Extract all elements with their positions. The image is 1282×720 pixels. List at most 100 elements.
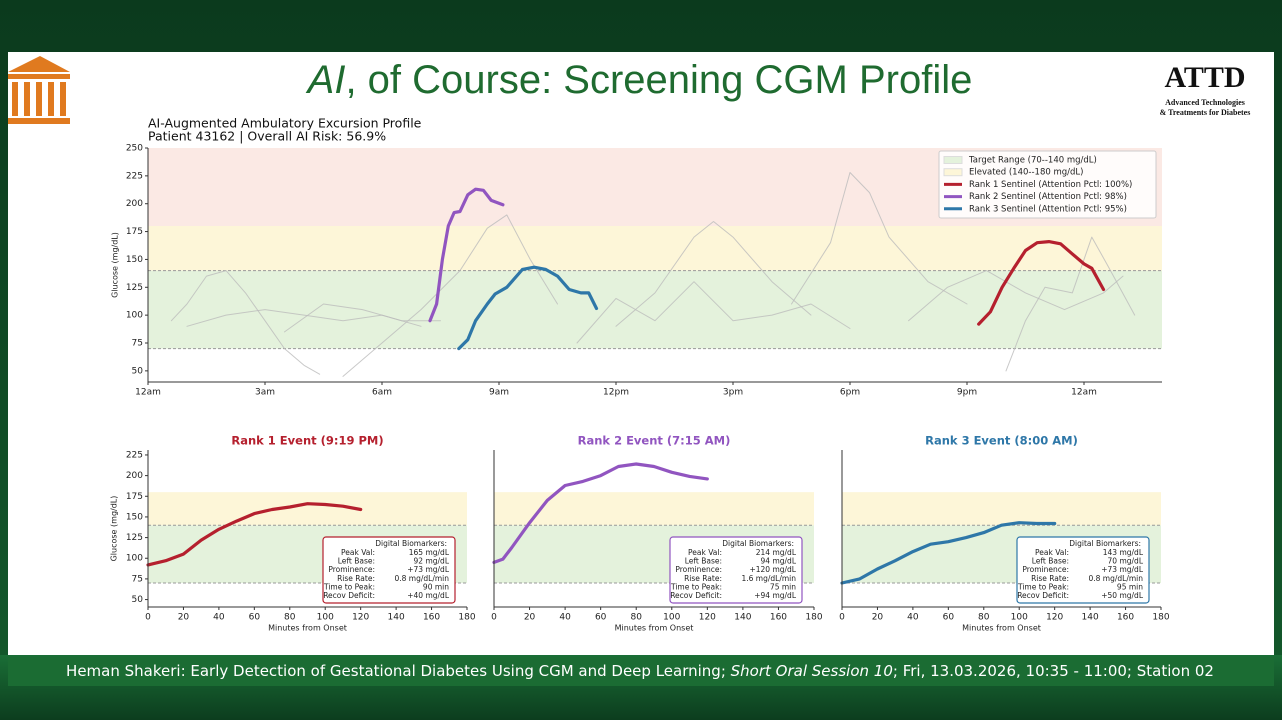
biomarker-title: Digital Biomarkers: <box>375 539 447 548</box>
biomarker-label: Rise Rate: <box>337 574 375 583</box>
slide-title: AI, of Course: Screening CGM Profile <box>306 58 973 102</box>
x-tick-label: 0 <box>839 613 845 623</box>
legend-label: Rank 1 Sentinel (Attention Pctl: 100%) <box>969 180 1132 190</box>
biomarker-value: +73 mg/dL <box>1101 565 1144 574</box>
legend-label: Rank 3 Sentinel (Attention Pctl: 95%) <box>969 204 1127 214</box>
biomarker-value: 75 min <box>770 582 796 591</box>
chart-subtitle: Patient 43162 | Overall AI Risk: 56.9% <box>148 129 386 144</box>
legend-label: Rank 2 Sentinel (Attention Pctl: 98%) <box>969 192 1127 202</box>
biomarker-label: Rise Rate: <box>684 574 722 583</box>
biomarker-label: Recov Deficit: <box>323 591 375 600</box>
legend-label: Target Range (70--140 mg/dL) <box>968 156 1097 166</box>
x-tick-label: 60 <box>595 613 607 623</box>
x-tick-label: 140 <box>1082 613 1099 623</box>
x-tick-label: 60 <box>943 613 955 623</box>
x-tick-label: 80 <box>630 613 642 623</box>
biomarker-box <box>322 536 456 604</box>
biomarker-label: Recov Deficit: <box>1017 591 1069 600</box>
x-tick-label: 120 <box>1046 613 1063 623</box>
biomarker-label: Time to Peak: <box>670 582 722 591</box>
biomarker-value: 95 min <box>1117 582 1143 591</box>
legend: Target Range (70--140 mg/dL) Elevated (14… <box>938 150 1157 219</box>
x-tick-label: 160 <box>770 613 787 623</box>
x-tick-label: 12am <box>1071 388 1097 398</box>
background-trace <box>576 281 851 344</box>
background-trace <box>284 303 441 333</box>
x-tick-label: 140 <box>734 613 751 623</box>
biomarker-value: +73 mg/dL <box>407 565 450 574</box>
footer-part: ; Fri, 13.03.2026, 10:35 - 11:00; Statio… <box>893 662 1214 680</box>
highlight-line <box>428 187 505 323</box>
slide-title-part: AI <box>306 58 346 102</box>
x-tick-label: 40 <box>559 613 571 623</box>
x-tick-label: 80 <box>284 613 296 623</box>
biomarker-title: Digital Biomarkers: <box>722 539 794 548</box>
biomarker-label: Peak Val: <box>341 548 375 557</box>
biomarker-value: +40 mg/dL <box>407 591 450 600</box>
background-trace <box>170 270 321 375</box>
x-axis-label: Minutes from Onset <box>962 624 1041 633</box>
legend-swatch <box>943 156 963 164</box>
x-tick-label: 160 <box>423 613 440 623</box>
event-line <box>840 521 1057 585</box>
x-tick-label: 0 <box>491 613 497 623</box>
logo-line: Advanced Technologies <box>1165 98 1245 107</box>
biomarker-label: Prominence: <box>1022 565 1069 574</box>
event-line <box>492 462 709 564</box>
y-tick-label: 50 <box>132 595 144 605</box>
chart-title: Rank 1 Event (9:19 PM) <box>231 434 383 448</box>
x-axis-label: Minutes from Onset <box>268 624 347 633</box>
biomarker-value: +120 mg/dL <box>749 565 796 574</box>
biomarker-label: Peak Val: <box>1035 548 1069 557</box>
range-band <box>148 226 1162 271</box>
x-tick-label: 20 <box>872 613 884 623</box>
biomarker-value: 214 mg/dL <box>756 548 797 557</box>
biomarker-value: 143 mg/dL <box>1103 548 1144 557</box>
chart-title: AI-Augmented Ambulatory Excursion Profil… <box>148 116 422 131</box>
legend-box <box>938 150 1157 219</box>
range-band <box>148 270 1162 349</box>
range-band <box>148 492 467 526</box>
biomarker-value: 0.8 mg/dL/min <box>1088 574 1143 583</box>
x-tick-label: 12pm <box>603 388 629 398</box>
y-tick-label: 125 <box>126 283 143 293</box>
footer-text: Heman Shakeri: Early Detection of Gestat… <box>66 662 1214 680</box>
x-tick-label: 6pm <box>840 388 860 398</box>
biomarker-value: 165 mg/dL <box>409 548 450 557</box>
biomarker-label: Prominence: <box>675 565 722 574</box>
x-tick-label: 40 <box>213 613 225 623</box>
biomarker-label: Time to Peak: <box>1017 582 1069 591</box>
x-tick-label: 140 <box>388 613 405 623</box>
x-tick-label: 180 <box>805 613 822 623</box>
x-tick-label: 100 <box>317 613 334 623</box>
biomarker-label: Left Base: <box>685 557 722 566</box>
y-tick-label: 225 <box>126 171 143 181</box>
y-tick-label: 75 <box>132 574 143 584</box>
biomarker-value: 94 mg/dL <box>761 557 797 566</box>
biomarker-label: Prominence: <box>328 565 375 574</box>
background-trace <box>342 214 558 377</box>
biomarker-value: 0.8 mg/dL/min <box>394 574 449 583</box>
x-tick-label: 120 <box>699 613 716 623</box>
logo-name: ATTD <box>1164 61 1245 94</box>
venue-logo <box>8 56 70 124</box>
x-tick-label: 12am <box>135 388 161 398</box>
x-tick-label: 9am <box>489 388 509 398</box>
y-tick-label: 175 <box>126 492 143 502</box>
y-tick-label: 175 <box>126 227 143 237</box>
range-band <box>842 492 1161 526</box>
x-tick-label: 180 <box>1152 613 1169 623</box>
biomarker-box <box>669 536 803 604</box>
x-tick-label: 100 <box>663 613 680 623</box>
x-tick-label: 60 <box>249 613 261 623</box>
background-trace <box>791 172 968 305</box>
biomarker-value: 92 mg/dL <box>414 557 450 566</box>
y-tick-label: 75 <box>132 339 143 349</box>
highlight-line <box>457 265 599 351</box>
range-band <box>494 492 814 526</box>
footer-band <box>8 657 1274 686</box>
x-tick-label: 9pm <box>957 388 977 398</box>
y-axis-label: Glucose (mg/dL) <box>111 232 120 298</box>
y-tick-label: 200 <box>126 199 143 209</box>
